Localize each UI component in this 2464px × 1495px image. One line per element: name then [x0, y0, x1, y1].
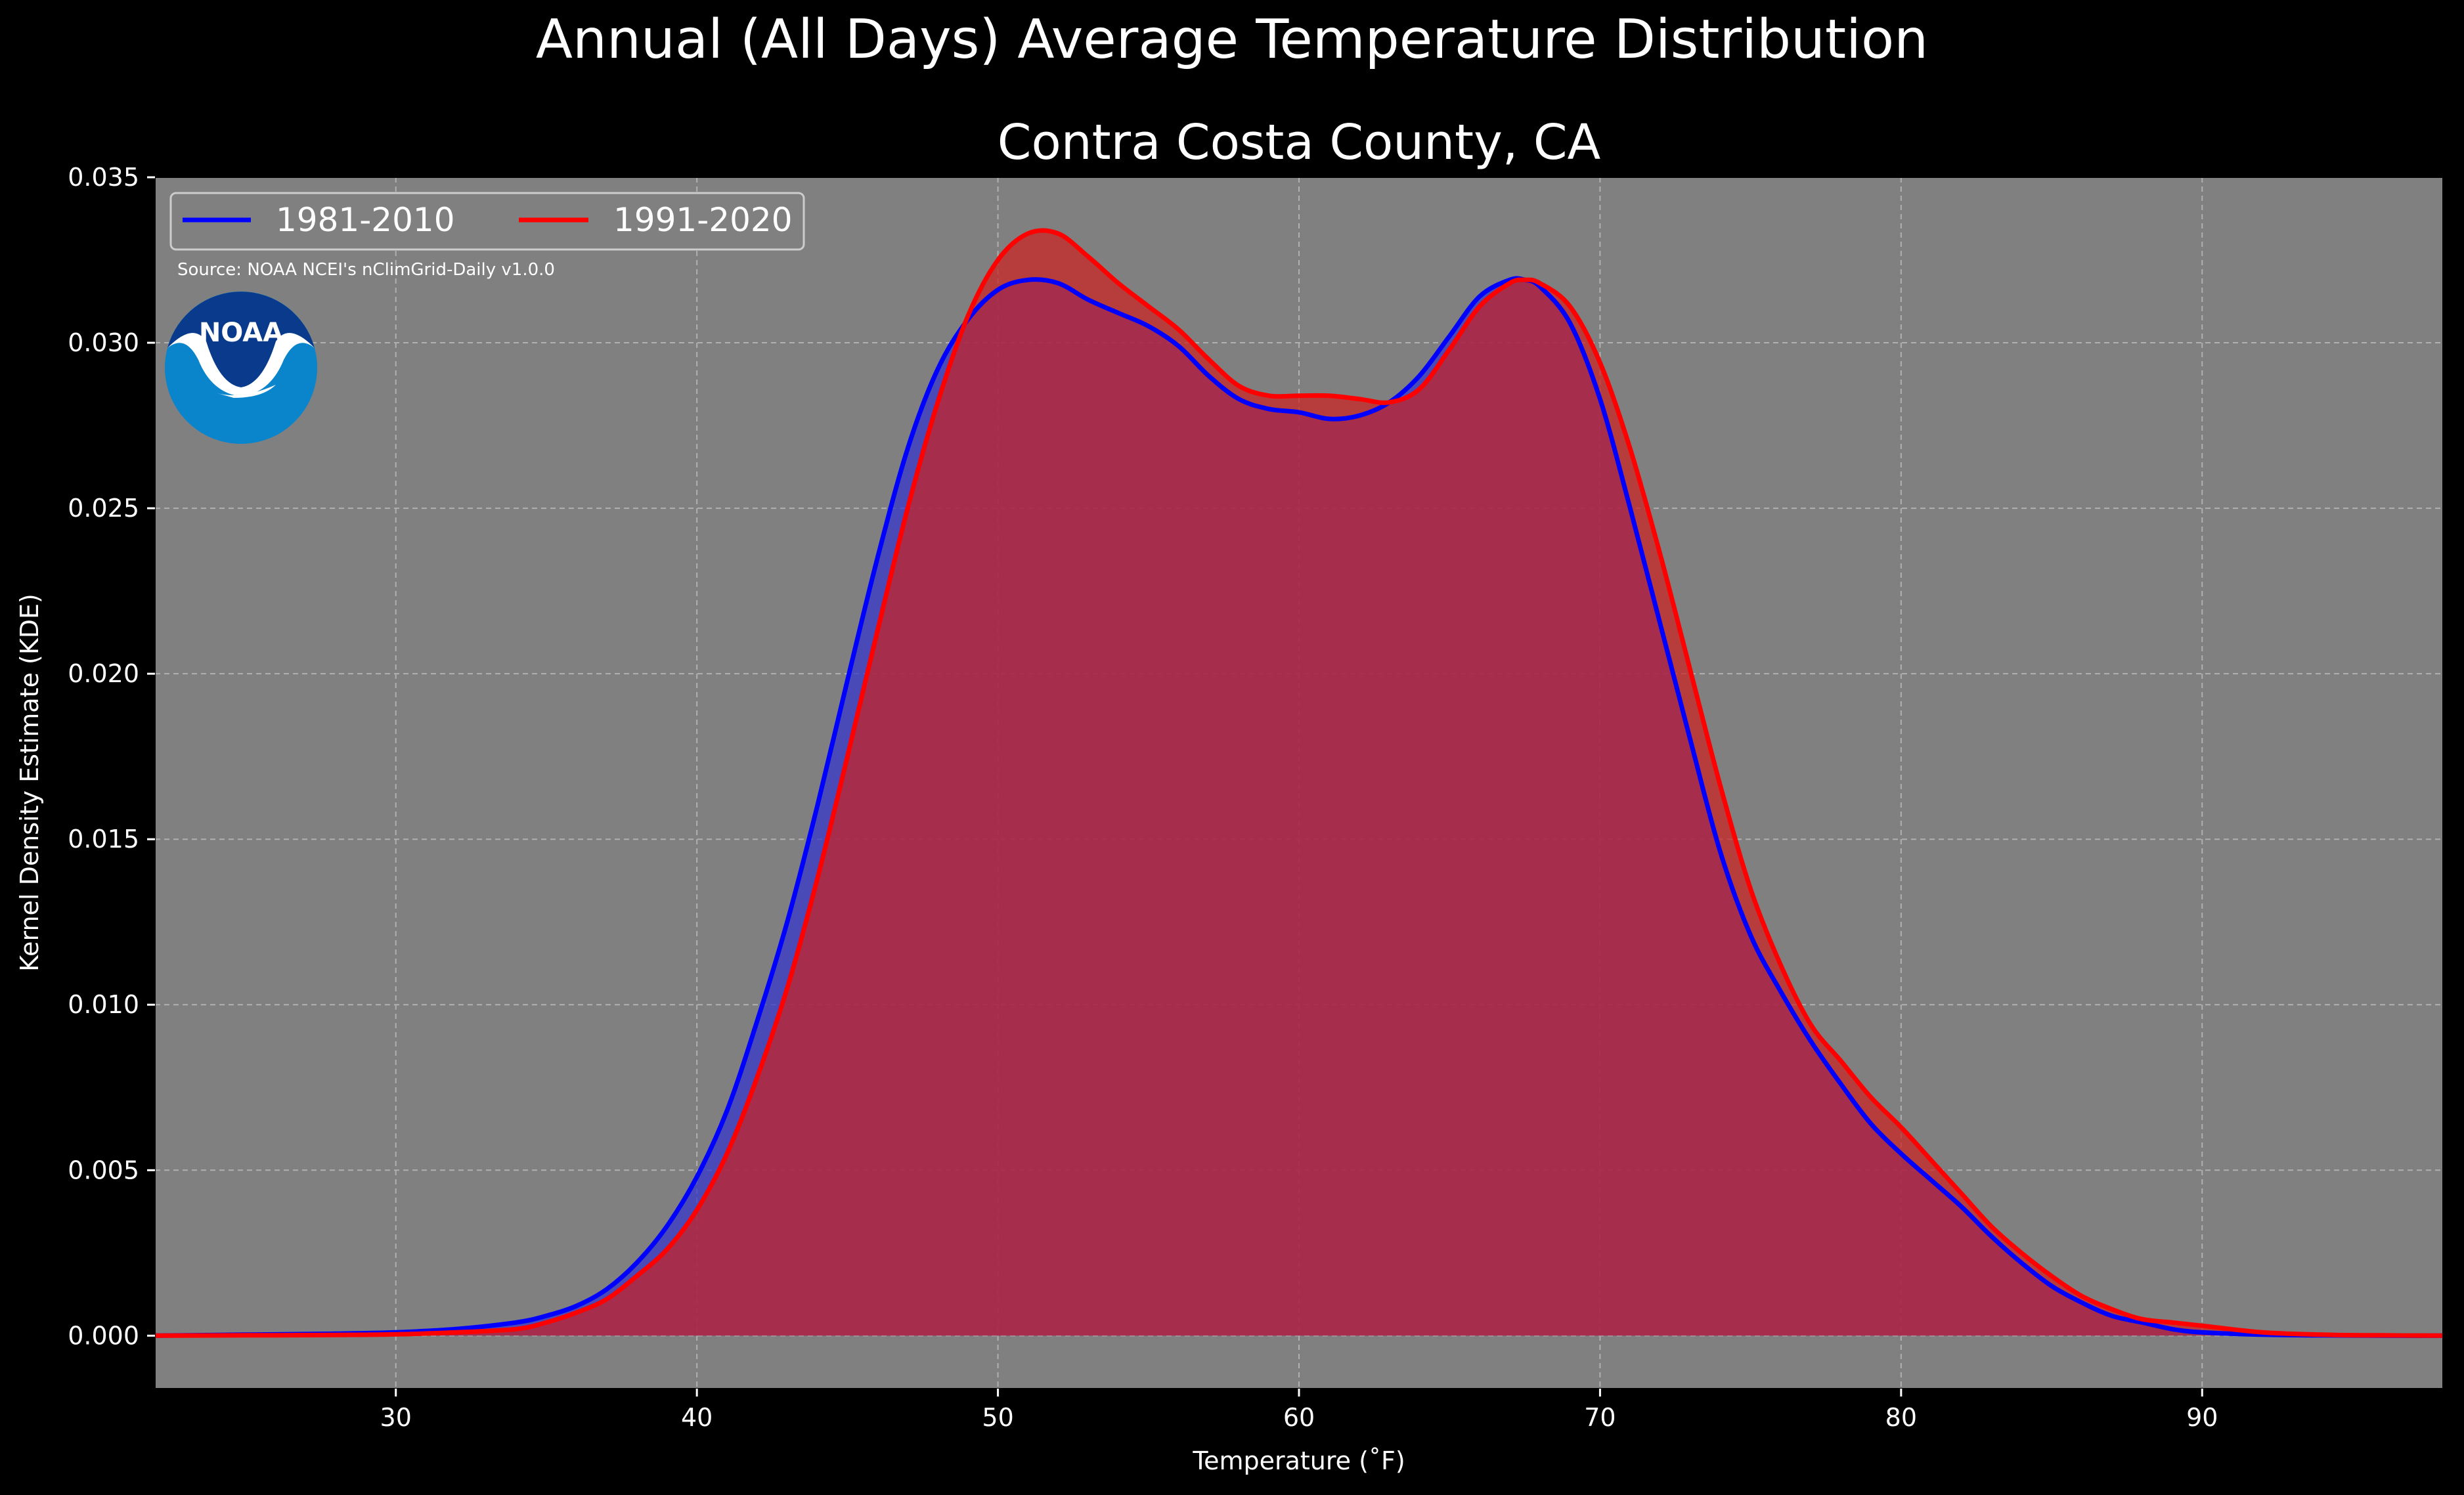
y-tick-label: 0.035 — [68, 163, 139, 192]
noaa-logo-text: NOAA — [199, 318, 283, 348]
x-tick-label: 80 — [1885, 1403, 1917, 1432]
y-tick-label: 0.000 — [68, 1321, 139, 1350]
x-tick-label: 70 — [1584, 1403, 1616, 1432]
y-tick-label: 0.010 — [68, 990, 139, 1019]
x-tick-label: 40 — [681, 1403, 713, 1432]
x-tick-label: 60 — [1283, 1403, 1315, 1432]
figure-title: Annual (All Days) Average Temperature Di… — [536, 9, 1928, 71]
series-layer — [154, 228, 2444, 1338]
legend-box — [169, 192, 805, 251]
series-line-1981-2010 — [154, 276, 2444, 1338]
source-note: Source: NOAA NCEI's nClimGrid-Daily v1.0… — [177, 260, 555, 280]
y-axis-label: Kernel Density Estimate (KDE) — [15, 594, 44, 972]
x-axis-label: Temperature (˚F) — [1192, 1446, 1405, 1475]
y-tick-label: 0.025 — [68, 494, 139, 523]
legend-label-1981-2010: 1981-2010 — [276, 201, 455, 239]
series-line-1991-2020 — [154, 228, 2444, 1338]
legend: 1981-2010 1991-2020 — [169, 192, 805, 251]
x-axis-ticks: 30 40 50 60 70 80 90 — [380, 1389, 2218, 1432]
legend-label-1991-2020: 1991-2020 — [613, 201, 793, 239]
x-tick-label: 30 — [380, 1403, 412, 1432]
y-tick-label: 0.020 — [68, 659, 139, 688]
chart-title: Contra Costa County, CA — [998, 114, 1601, 171]
x-tick-label: 90 — [2186, 1403, 2218, 1432]
y-tick-label: 0.015 — [68, 825, 139, 854]
y-tick-label: 0.005 — [68, 1156, 139, 1184]
x-tick-label: 50 — [982, 1403, 1013, 1432]
series-fill-1991-2020 — [155, 230, 2443, 1336]
y-axis-ticks: 0.000 0.005 0.010 0.015 0.020 0.025 0.030 0.035 — [68, 163, 155, 1350]
y-tick-label: 0.030 — [68, 328, 139, 357]
noaa-logo-icon: NOAA — [165, 292, 317, 444]
